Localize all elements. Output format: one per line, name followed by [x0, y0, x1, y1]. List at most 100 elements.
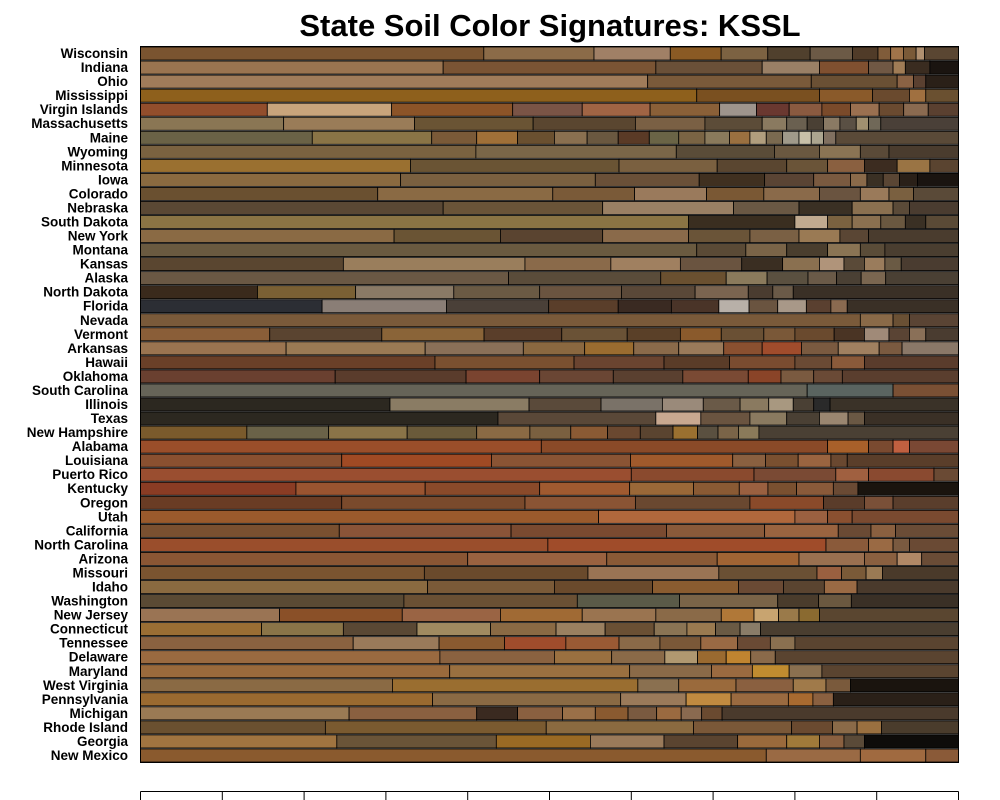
bar-row-new-hampshire	[140, 425, 959, 440]
bar-segment	[909, 88, 927, 103]
bar-segment	[850, 102, 880, 117]
bar-row-ohio	[140, 74, 959, 89]
bar-segment	[269, 327, 383, 342]
bar-segment	[827, 215, 853, 229]
bar-segment	[806, 383, 894, 398]
bar-segment	[872, 88, 910, 103]
bar-segment	[917, 172, 959, 187]
bar-segment	[851, 201, 894, 215]
bar-segment	[393, 229, 501, 243]
bar-row-vermont	[140, 327, 959, 342]
bar-segment	[341, 453, 492, 468]
bar-segment	[602, 201, 734, 215]
state-label-south-dakota: South Dakota	[41, 214, 128, 229]
bar-segment	[888, 144, 959, 159]
bar-segment	[831, 355, 865, 370]
bar-segment	[716, 552, 800, 566]
bar-segment	[765, 130, 784, 145]
bar-segment	[555, 622, 606, 637]
bar-segment	[819, 144, 861, 159]
bar-segment	[864, 552, 898, 566]
bar-segment	[794, 509, 829, 524]
bar-segment	[798, 552, 865, 566]
bar-row-maryland	[140, 664, 959, 679]
bar-segment	[679, 327, 722, 342]
bar-segment	[637, 678, 680, 693]
bar-segment	[140, 355, 436, 370]
bar-segment	[788, 102, 823, 117]
bar-segment	[748, 299, 779, 314]
bar-segment	[892, 495, 959, 510]
bar-segment	[812, 692, 834, 707]
bar-segment	[140, 439, 542, 454]
bar-segment	[140, 369, 336, 384]
bar-segment	[704, 116, 763, 131]
bar-segment	[925, 748, 959, 763]
bar-segment	[896, 552, 923, 566]
state-label-new-jersey: New Jersey	[54, 608, 129, 623]
bar-segment	[611, 650, 666, 665]
bar-segment	[850, 678, 959, 693]
state-label-washington: Washington	[51, 594, 128, 609]
state-label-rhode-island: Rhode Island	[43, 720, 128, 735]
bar-segment	[500, 229, 604, 243]
bar-segment	[856, 580, 959, 594]
bar-segment	[140, 734, 338, 749]
bar-row-montana	[140, 243, 959, 257]
bar-segment	[545, 720, 694, 735]
bar-segment	[835, 130, 959, 145]
bar-segment	[700, 636, 739, 651]
state-label-illinois: Illinois	[85, 397, 128, 412]
bar-segment	[805, 299, 832, 314]
bar-segment	[257, 285, 357, 300]
bar-segment	[846, 453, 959, 468]
bar-segment	[431, 130, 478, 145]
state-label-idaho: Idaho	[92, 580, 128, 595]
bar-segment	[730, 692, 789, 707]
bar-segment	[678, 341, 725, 356]
bar-segment	[927, 102, 959, 117]
bar-segment	[915, 46, 925, 61]
bar-segment	[778, 608, 800, 623]
bar-segment	[763, 327, 796, 342]
bar-segment	[796, 481, 834, 496]
bar-row-missouri	[140, 566, 959, 580]
bar-segment	[756, 102, 790, 117]
bar-segment	[620, 692, 687, 707]
bar-segment	[524, 495, 636, 510]
bar-segment	[797, 453, 832, 468]
bar-segment	[792, 678, 827, 693]
bar-segment	[860, 271, 887, 286]
bar-segment	[594, 706, 629, 721]
bar-segment	[878, 102, 905, 117]
state-label-pennsylvania: Pennsylvania	[42, 692, 129, 707]
bar-segment	[837, 523, 872, 538]
bar-segment	[864, 495, 894, 510]
bar-segment	[700, 411, 751, 426]
bar-segment	[678, 130, 706, 145]
bar-segment	[810, 130, 824, 145]
bar-segment	[593, 46, 671, 61]
bar-segment	[612, 369, 684, 384]
bar-segment	[416, 622, 492, 637]
bar-segment	[617, 299, 672, 314]
bar-segment	[909, 439, 959, 454]
bar-segment	[720, 327, 765, 342]
bar-row-georgia	[140, 734, 959, 749]
bar-row-wisconsin	[140, 46, 959, 61]
bar-segment	[352, 636, 440, 651]
state-label-delaware: Delaware	[69, 650, 129, 665]
state-label-arizona: Arizona	[78, 551, 128, 566]
state-label-massachusetts: Massachusetts	[31, 116, 128, 131]
bar-segment	[859, 186, 890, 201]
bar-segment	[859, 243, 886, 257]
bar-segment	[925, 88, 959, 103]
bar-segment	[669, 46, 722, 61]
bar-segment	[798, 229, 841, 243]
bar-segment	[140, 594, 405, 608]
bar-segment	[140, 201, 444, 215]
state-label-georgia: Georgia	[77, 734, 129, 749]
bar-segment	[698, 172, 766, 187]
bar-segment	[140, 706, 350, 721]
bar-segment	[823, 130, 837, 145]
